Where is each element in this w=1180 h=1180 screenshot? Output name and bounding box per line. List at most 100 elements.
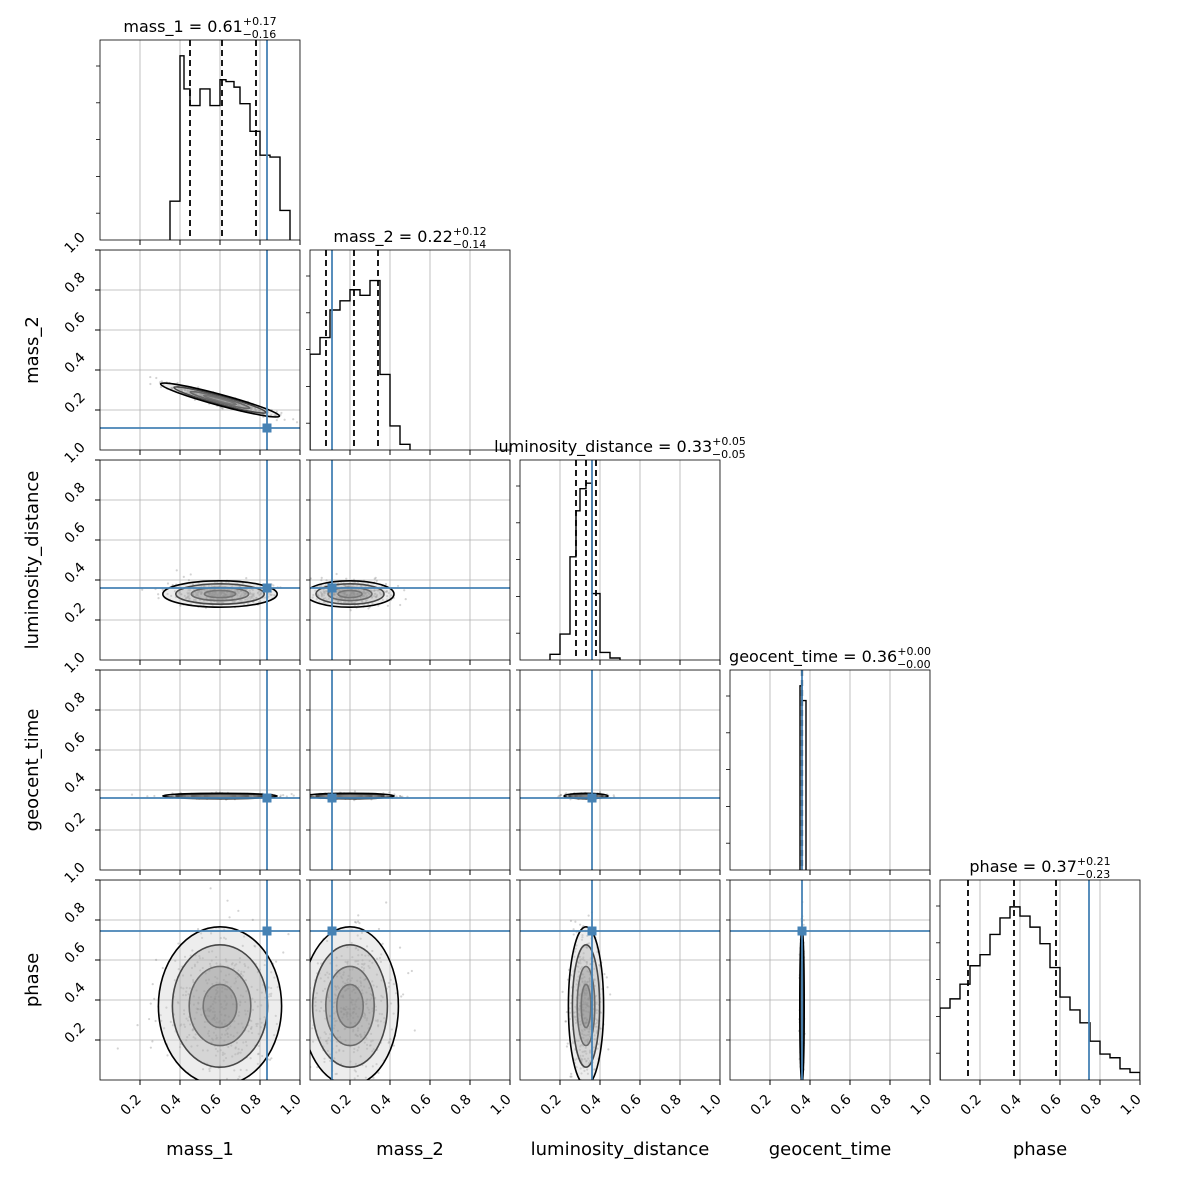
scatter-point — [244, 592, 247, 595]
scatter-point — [186, 591, 189, 594]
scatter-point — [240, 599, 243, 602]
scatter-point — [337, 600, 340, 603]
scatter-point — [181, 388, 185, 391]
scatter-point — [366, 595, 369, 598]
scatter-point — [238, 590, 241, 593]
title-minus: −0.16 — [243, 28, 277, 41]
scatter-point — [207, 584, 210, 587]
scatter-point — [373, 589, 376, 592]
scatter-point — [304, 796, 306, 798]
panel-mass_2-phase: 0.2 0.4 0.6 0.8 1.0 mass_2 — [306, 879, 515, 1160]
scatter-point — [213, 590, 216, 594]
scatter-point — [250, 406, 253, 409]
scatter-point — [801, 1088, 803, 1090]
scatter-point — [230, 585, 234, 588]
scatter-point — [343, 592, 346, 595]
scatter-point — [153, 997, 156, 1000]
scatter-point — [229, 592, 232, 595]
scatter-point — [337, 600, 340, 603]
scatter-point — [246, 599, 249, 602]
histogram-bar — [1110, 1058, 1120, 1080]
y-tick-label: 0.4 — [62, 980, 89, 1007]
scatter-point — [189, 573, 192, 576]
title-plus: +0.12 — [453, 225, 487, 238]
scatter-point — [179, 604, 182, 607]
scatter-point — [566, 1091, 568, 1093]
scatter-point — [212, 594, 215, 597]
title-median: 0.22 — [417, 227, 453, 246]
histogram-bar — [550, 654, 560, 660]
scatter-point — [282, 793, 285, 797]
scatter-point — [170, 387, 174, 390]
x-tick-label: 0.6 — [828, 1092, 855, 1119]
histogram-bar — [1100, 1054, 1110, 1080]
scatter-point — [179, 593, 183, 596]
scatter-point — [350, 592, 353, 595]
scatter-point — [151, 983, 154, 986]
y-tick-label: 0.2 — [62, 810, 89, 837]
x-tick-label: 0.2 — [538, 1092, 565, 1119]
scatter-point — [200, 592, 203, 595]
scatter-point — [210, 585, 213, 588]
scatter-point — [166, 582, 170, 585]
panel-mass_1-mass_2: 0.2 0.4 0.6 0.8 1.0 mass_2 — [22, 230, 301, 455]
scatter-point — [177, 388, 180, 391]
scatter-point — [399, 603, 402, 607]
y-tick-label: 0.6 — [62, 520, 89, 547]
scatter-point — [343, 592, 346, 595]
panel-frame — [729, 669, 931, 871]
scatter-point — [324, 590, 327, 593]
scatter-point — [252, 595, 255, 598]
scatter-point — [285, 795, 288, 798]
scatter-point — [258, 409, 261, 412]
scatter-point — [574, 920, 577, 923]
scatter-point — [349, 609, 352, 612]
title-minus: −0.00 — [897, 658, 931, 671]
scatter-point — [198, 590, 201, 593]
panel-mass_1-mass_1: mass_1 = 0.61+0.17 −0.16 — [96, 15, 301, 245]
scatter-point — [322, 592, 326, 595]
scatter-point — [209, 887, 212, 890]
histogram-bar — [380, 374, 390, 450]
scatter-point — [199, 393, 202, 396]
scatter-point — [188, 597, 191, 600]
scatter-point — [252, 406, 255, 409]
scatter-point — [146, 795, 149, 798]
scatter-point — [183, 389, 186, 392]
scatter-point — [373, 592, 376, 596]
x-tick-label: 1.0 — [488, 1092, 515, 1119]
scatter-point — [280, 411, 283, 415]
title-equals: = — [394, 227, 418, 246]
title-plus: +0.17 — [243, 15, 277, 28]
scatter-point — [343, 597, 347, 601]
panel-content — [139, 40, 300, 240]
scatter-point — [233, 600, 236, 603]
scatter-point — [363, 593, 367, 596]
panel-title: phase = 0.37+0.21 −0.23 — [969, 855, 1110, 881]
scatter-point — [356, 592, 359, 596]
contour-level — [337, 589, 363, 599]
scatter-point — [368, 592, 371, 595]
scatter-point — [320, 576, 323, 579]
scatter-point — [335, 572, 338, 576]
scatter-point — [224, 593, 227, 596]
scatter-point — [374, 592, 377, 595]
scatter-point — [154, 1019, 157, 1023]
scatter-point — [186, 596, 190, 599]
scatter-point — [359, 596, 362, 600]
scatter-point — [255, 596, 258, 599]
panel-content — [100, 250, 300, 450]
scatter-point — [304, 586, 306, 588]
scatter-point — [187, 391, 191, 395]
x-axis-label: geocent_time — [769, 1139, 892, 1160]
contours — [310, 580, 395, 608]
scatter-point — [186, 389, 189, 392]
histogram-bar — [1130, 1072, 1140, 1080]
panel-content — [310, 250, 510, 450]
histogram-bar — [280, 210, 290, 240]
scatter-point — [230, 593, 233, 596]
histogram-bar — [600, 652, 610, 660]
scatter-point — [364, 591, 367, 595]
scatter-point — [258, 593, 261, 597]
scatter-point — [352, 592, 355, 595]
